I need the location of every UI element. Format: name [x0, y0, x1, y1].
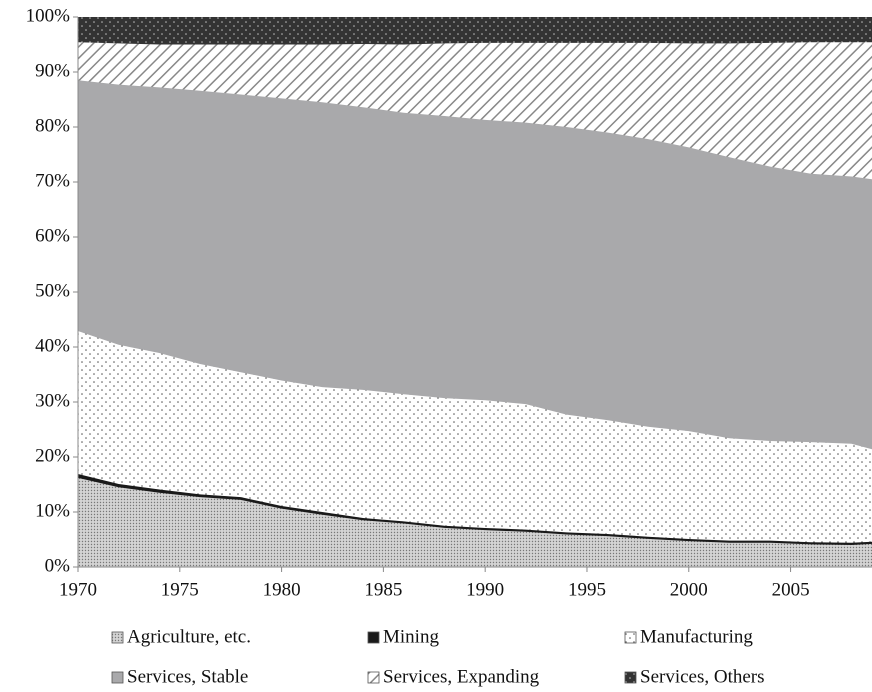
area: [78, 42, 872, 180]
x-tick-label: 1995: [568, 579, 606, 600]
x-tick-label: 2000: [670, 579, 708, 600]
x-tick-label: 1980: [263, 579, 301, 600]
y-tick-label: 20%: [35, 445, 70, 466]
legend-label: Services, Expanding: [383, 666, 540, 687]
legend-label: Mining: [383, 626, 439, 647]
legend-label: Services, Others: [640, 666, 765, 687]
area: [78, 477, 872, 567]
y-tick-label: 50%: [35, 280, 70, 301]
y-tick-label: 80%: [35, 115, 70, 136]
y-tick-label: 40%: [35, 335, 70, 356]
legend-swatch: [111, 671, 124, 684]
x-tick-label: 1970: [59, 579, 97, 600]
legend-label: Manufacturing: [640, 626, 753, 647]
area: [78, 17, 872, 45]
y-tick-label: 60%: [35, 225, 70, 246]
y-tick-label: 100%: [26, 5, 71, 26]
area: [78, 330, 872, 543]
legend-swatch: [624, 631, 637, 644]
x-tick-label: 1990: [466, 579, 504, 600]
x-tick-label: 2005: [772, 579, 810, 600]
legend-swatch: [111, 631, 124, 644]
legend-swatch: [367, 631, 380, 644]
legend-swatch: [624, 671, 637, 684]
x-tick-label: 1985: [364, 579, 402, 600]
y-tick-label: 0%: [45, 555, 71, 576]
y-tick-label: 70%: [35, 170, 70, 191]
y-tick-label: 90%: [35, 60, 70, 81]
legend-label: Services, Stable: [127, 666, 248, 687]
y-tick-label: 10%: [35, 500, 70, 521]
legend-label: Agriculture, etc.: [127, 626, 251, 647]
x-tick-label: 1975: [161, 579, 199, 600]
y-tick-label: 30%: [35, 390, 70, 411]
legend-swatch: [367, 671, 380, 684]
